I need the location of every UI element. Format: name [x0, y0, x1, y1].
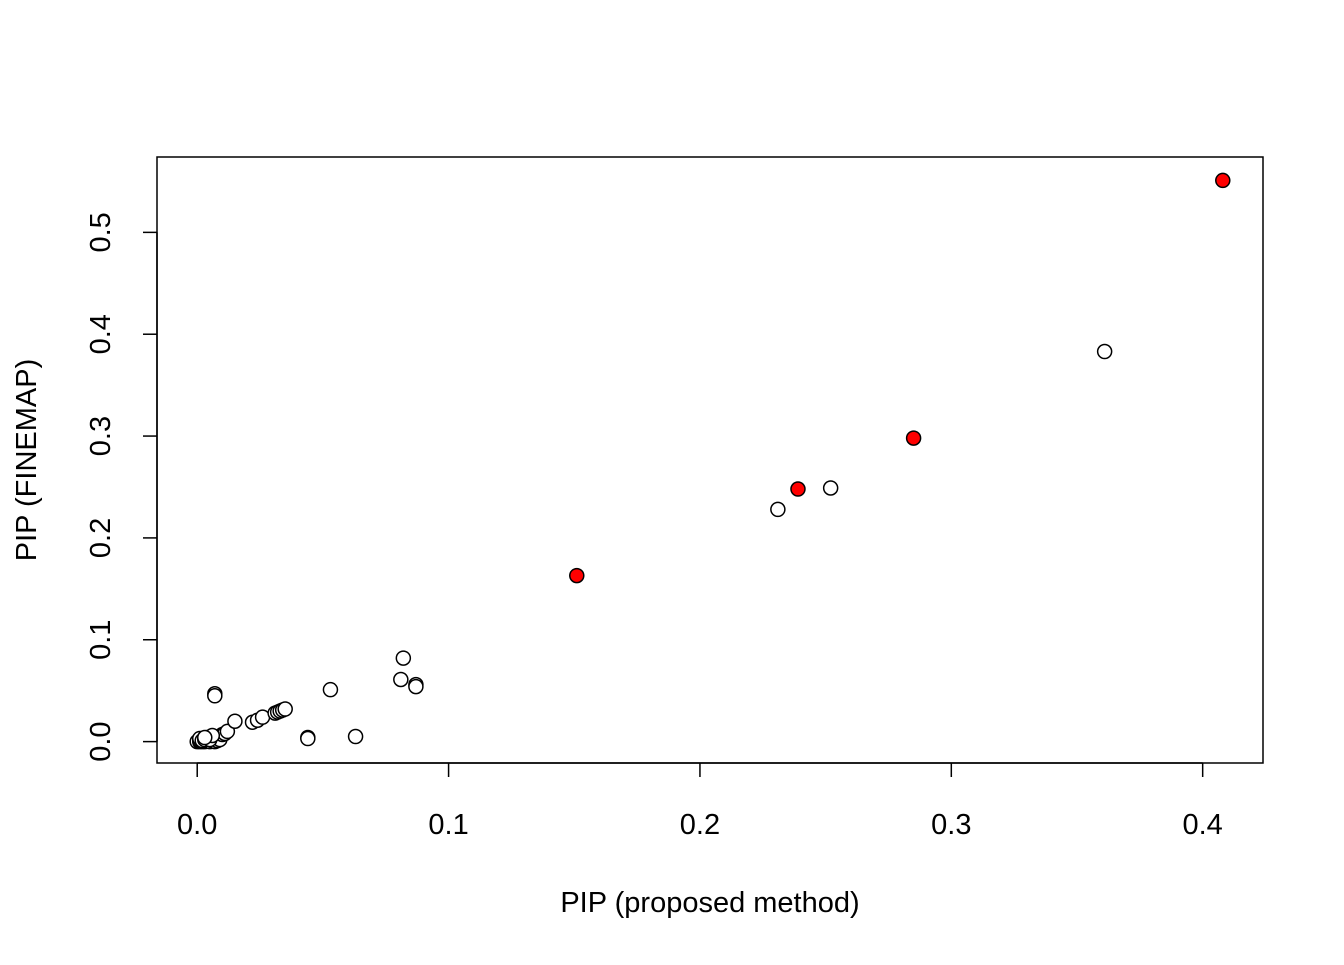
y-axis-label: PIP (FINEMAP) — [11, 359, 43, 562]
data-points — [189, 172, 1231, 750]
data-point — [393, 671, 409, 688]
y-tick-label: 0.1 — [85, 620, 117, 660]
data-point — [770, 501, 786, 518]
x-tick-label: 0.3 — [931, 809, 971, 841]
data-point — [219, 723, 236, 740]
data-point — [822, 480, 839, 496]
data-point — [277, 701, 293, 717]
x-axis: 0.0 0.1 0.2 0.3 0.4 — [177, 762, 1223, 841]
data-point — [207, 688, 223, 704]
data-point — [408, 678, 424, 695]
data-point — [197, 729, 213, 746]
highlighted-point — [569, 567, 585, 584]
highlighted-point — [790, 481, 806, 497]
data-point — [322, 681, 339, 698]
data-point — [395, 650, 412, 666]
y-tick-label: 0.5 — [85, 212, 117, 252]
y-axis: 0.0 0.1 0.2 0.3 0.4 0.5 — [85, 212, 158, 762]
highlighted-point — [905, 430, 922, 446]
x-tick-label: 0.1 — [428, 809, 468, 841]
x-tick-label: 0.2 — [680, 809, 720, 841]
y-tick-label: 0.2 — [85, 518, 117, 558]
y-tick-label: 0.4 — [85, 314, 117, 354]
data-point — [227, 713, 243, 729]
data-point — [300, 730, 316, 747]
plot-frame — [156, 156, 1264, 764]
x-axis-label: PIP (proposed method) — [560, 887, 859, 919]
x-tick-label: 0.4 — [1183, 809, 1223, 841]
highlighted-point — [1215, 172, 1231, 189]
data-point — [347, 728, 364, 745]
x-tick-label: 0.0 — [177, 809, 217, 841]
data-point — [1096, 343, 1113, 360]
y-tick-label: 0.3 — [85, 416, 117, 456]
y-tick-label: 0.0 — [85, 721, 117, 761]
